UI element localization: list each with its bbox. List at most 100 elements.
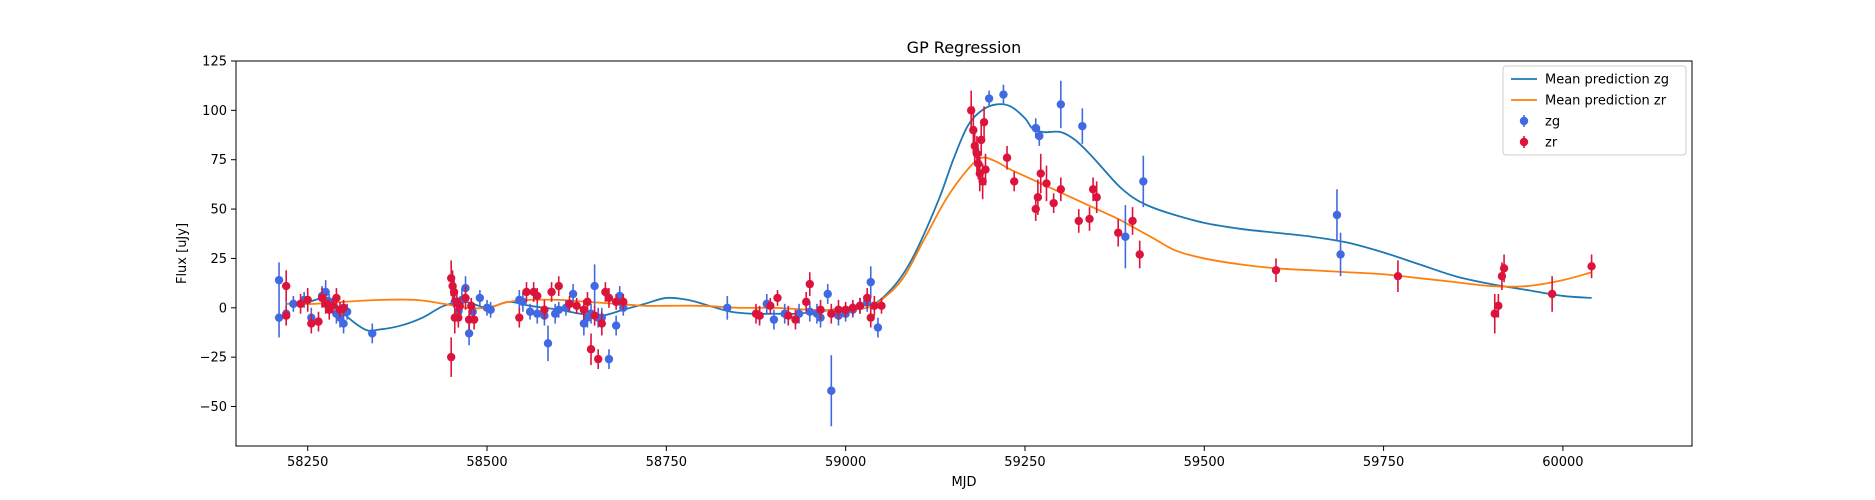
data-point — [834, 305, 843, 314]
data-point — [461, 293, 470, 303]
y-tick-label: 25 — [210, 252, 227, 267]
data-point — [979, 118, 989, 127]
data-point — [1336, 250, 1345, 259]
x-tick-label: 59500 — [1184, 455, 1225, 470]
data-point — [766, 301, 775, 311]
data-point — [1056, 185, 1066, 194]
data-point — [554, 305, 563, 314]
data-point — [866, 313, 875, 322]
data-point — [848, 303, 858, 312]
legend-point-swatch — [1519, 116, 1529, 126]
data-point — [590, 311, 599, 320]
data-point — [525, 307, 535, 316]
data-point — [1092, 193, 1101, 202]
data-point — [307, 319, 316, 328]
x-tick-label: 59000 — [825, 455, 866, 470]
data-point — [611, 321, 621, 330]
data-point — [597, 319, 606, 328]
data-point — [1078, 121, 1087, 131]
legend-label: zg — [1545, 115, 1560, 130]
data-point — [827, 309, 836, 318]
legend-point-swatch — [1519, 137, 1529, 147]
data-point — [974, 159, 983, 168]
data-point — [791, 315, 800, 324]
data-point — [827, 386, 836, 395]
data-point — [805, 307, 814, 316]
y-axis-ticks: −50 −25 0 25 50 75 100 125 — [200, 55, 236, 415]
data-point — [1088, 185, 1098, 194]
data-point — [1010, 177, 1019, 186]
y-tick-label: 100 — [202, 104, 227, 119]
data-point — [1042, 179, 1051, 188]
x-tick-label: 60000 — [1542, 455, 1583, 470]
data-point — [723, 303, 732, 312]
data-point — [1035, 131, 1044, 141]
x-axis-label: MJD — [951, 475, 976, 490]
x-tick-label: 59250 — [1004, 455, 1045, 470]
data-point — [282, 311, 291, 320]
data-point — [594, 354, 603, 364]
data-point — [303, 295, 312, 305]
data-point — [1494, 301, 1503, 311]
data-point — [455, 301, 464, 311]
data-point — [1074, 216, 1083, 226]
y-tick-label: 75 — [210, 153, 227, 168]
data-point — [533, 291, 542, 301]
data-point — [773, 293, 782, 303]
data-point — [1056, 100, 1066, 109]
data-point — [1036, 169, 1045, 178]
data-point — [565, 299, 574, 309]
x-axis-ticks: 58250 58500 58750 59000 59250 59500 59750 60000 — [287, 446, 1584, 470]
x-tick-label: 58250 — [287, 455, 328, 470]
data-point — [866, 277, 875, 287]
data-point — [368, 329, 377, 338]
data-point — [1031, 123, 1040, 133]
data-point — [1085, 214, 1094, 224]
data-point — [328, 301, 338, 311]
legend-box — [1502, 65, 1687, 156]
observation-points — [274, 80, 1596, 427]
data-point — [314, 317, 323, 326]
y-tick-label: 125 — [202, 55, 227, 70]
data-point — [1128, 216, 1137, 226]
data-point — [469, 315, 479, 324]
y-axis-label: Flux [uJy] — [175, 223, 190, 284]
data-point — [579, 305, 589, 314]
data-point — [862, 293, 872, 303]
data-point — [1587, 262, 1596, 271]
data-point — [547, 287, 556, 297]
data-point — [475, 293, 485, 303]
mean-prediction-zr-line — [286, 156, 1592, 311]
data-point — [802, 297, 811, 307]
data-point — [1114, 228, 1123, 237]
data-point — [446, 352, 456, 362]
data-point — [572, 301, 581, 311]
legend-label: Mean prediction zg — [1545, 73, 1669, 88]
data-point — [823, 289, 832, 299]
data-point — [877, 301, 886, 311]
data-point — [1271, 266, 1281, 275]
legend-label: zr — [1545, 136, 1558, 151]
data-point — [870, 301, 879, 311]
data-point — [1002, 153, 1012, 162]
data-point — [969, 125, 978, 135]
data-point — [583, 297, 592, 307]
legend: Mean prediction zg Mean prediction zr zg zr — [1502, 65, 1687, 156]
data-point — [467, 301, 476, 311]
data-point — [1049, 198, 1058, 208]
data-point — [873, 323, 883, 332]
data-point — [604, 293, 614, 303]
legend-label: Mean prediction zr — [1545, 94, 1667, 109]
data-point — [855, 301, 865, 311]
data-point — [1332, 210, 1342, 220]
y-tick-label: 0 — [219, 301, 227, 316]
data-point — [586, 345, 596, 354]
data-point — [533, 309, 542, 318]
data-point — [289, 299, 298, 309]
y-tick-label: −50 — [200, 400, 227, 415]
x-tick-label: 58750 — [646, 455, 687, 470]
y-tick-label: −25 — [200, 351, 227, 366]
data-point — [515, 313, 524, 322]
data-point — [1139, 177, 1148, 186]
data-point — [619, 297, 628, 307]
